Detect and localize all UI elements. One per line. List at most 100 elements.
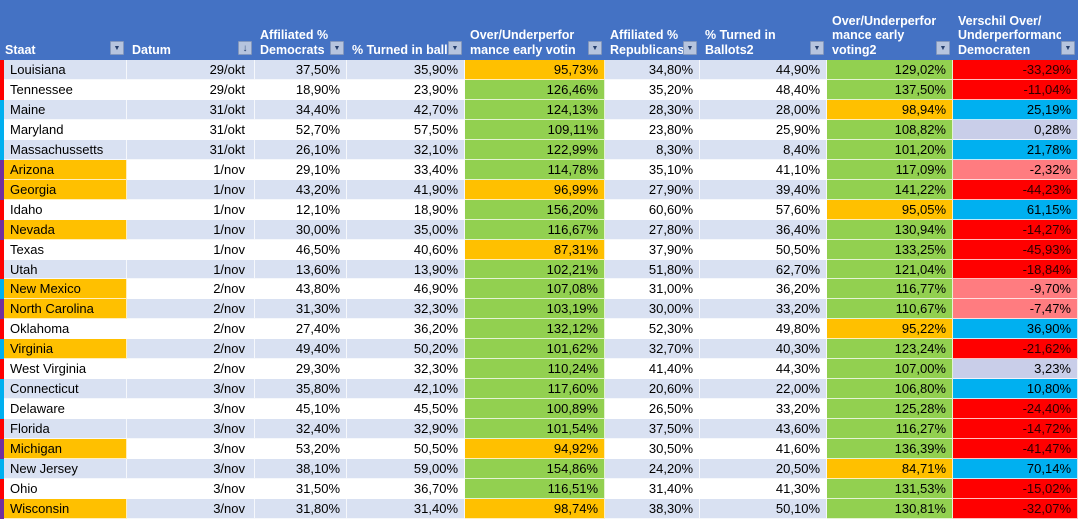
cell-rep-affiliated[interactable]: 27,90% xyxy=(605,179,700,200)
cell-rep-performance[interactable]: 129,02% xyxy=(827,60,953,80)
cell-rep-turned-in[interactable]: 48,40% xyxy=(700,79,827,100)
cell-staat[interactable]: Ohio xyxy=(4,479,127,499)
cell-staat[interactable]: Idaho xyxy=(4,199,127,220)
cell-datum[interactable]: 29/okt xyxy=(127,79,255,100)
column-header-rep-affiliated[interactable]: Affiliated % Republicans ▼ xyxy=(605,0,700,60)
cell-datum[interactable]: 3/nov xyxy=(127,439,255,460)
cell-verschil[interactable]: 36,90% xyxy=(953,319,1078,340)
cell-dem-affiliated[interactable]: 43,20% xyxy=(255,179,347,200)
cell-staat[interactable]: Massachussetts xyxy=(4,139,127,160)
cell-datum[interactable]: 3/nov xyxy=(127,479,255,499)
cell-dem-turned-in[interactable]: 42,10% xyxy=(347,379,465,400)
cell-dem-performance[interactable]: 102,21% xyxy=(465,259,605,280)
cell-datum[interactable]: 31/okt xyxy=(127,139,255,160)
cell-staat[interactable]: West Virginia xyxy=(4,359,127,380)
cell-dem-performance[interactable]: 117,60% xyxy=(465,379,605,400)
cell-staat[interactable]: Utah xyxy=(4,259,127,280)
cell-dem-turned-in[interactable]: 57,50% xyxy=(347,119,465,140)
cell-rep-performance[interactable]: 125,28% xyxy=(827,399,953,420)
filter-dropdown-icon[interactable]: ▼ xyxy=(448,41,462,55)
cell-dem-performance[interactable]: 98,74% xyxy=(465,498,605,519)
cell-dem-performance[interactable]: 87,31% xyxy=(465,239,605,260)
filter-dropdown-icon[interactable]: ▼ xyxy=(936,41,950,55)
cell-dem-turned-in[interactable]: 50,20% xyxy=(347,339,465,360)
cell-rep-turned-in[interactable]: 25,90% xyxy=(700,119,827,140)
cell-dem-turned-in[interactable]: 50,50% xyxy=(347,439,465,460)
cell-dem-affiliated[interactable]: 31,50% xyxy=(255,479,347,499)
column-header-rep-turned-in[interactable]: % Turned in Ballots2 ▼ xyxy=(700,0,827,60)
column-header-dem-turned-in[interactable]: % Turned in ballo ▼ xyxy=(347,0,465,60)
cell-dem-turned-in[interactable]: 36,70% xyxy=(347,479,465,499)
cell-rep-performance[interactable]: 121,04% xyxy=(827,259,953,280)
cell-datum[interactable]: 3/nov xyxy=(127,399,255,420)
cell-staat[interactable]: Louisiana xyxy=(4,60,127,80)
cell-verschil[interactable]: 3,23% xyxy=(953,359,1078,380)
cell-verschil[interactable]: -21,62% xyxy=(953,339,1078,360)
cell-rep-affiliated[interactable]: 52,30% xyxy=(605,319,700,340)
cell-datum[interactable]: 1/nov xyxy=(127,259,255,280)
cell-dem-affiliated[interactable]: 31,80% xyxy=(255,498,347,519)
cell-dem-performance[interactable]: 126,46% xyxy=(465,79,605,100)
cell-rep-turned-in[interactable]: 50,10% xyxy=(700,498,827,519)
cell-dem-affiliated[interactable]: 38,10% xyxy=(255,459,347,480)
cell-staat[interactable]: Tennessee xyxy=(4,79,127,100)
cell-datum[interactable]: 29/okt xyxy=(127,60,255,80)
filter-dropdown-icon[interactable]: ▼ xyxy=(1061,41,1075,55)
cell-dem-affiliated[interactable]: 27,40% xyxy=(255,319,347,340)
cell-staat[interactable]: New Mexico xyxy=(4,279,127,300)
cell-rep-turned-in[interactable]: 57,60% xyxy=(700,199,827,220)
cell-verschil[interactable]: 0,28% xyxy=(953,119,1078,140)
cell-dem-turned-in[interactable]: 35,00% xyxy=(347,219,465,240)
cell-staat[interactable]: Wisconsin xyxy=(4,498,127,519)
cell-dem-performance[interactable]: 114,78% xyxy=(465,159,605,180)
cell-dem-performance[interactable]: 110,24% xyxy=(465,359,605,380)
cell-rep-turned-in[interactable]: 22,00% xyxy=(700,379,827,400)
cell-staat[interactable]: Virginia xyxy=(4,339,127,360)
cell-rep-turned-in[interactable]: 44,90% xyxy=(700,60,827,80)
cell-rep-performance[interactable]: 107,00% xyxy=(827,359,953,380)
cell-dem-performance[interactable]: 154,86% xyxy=(465,459,605,480)
cell-dem-turned-in[interactable]: 32,30% xyxy=(347,359,465,380)
cell-rep-performance[interactable]: 123,24% xyxy=(827,339,953,360)
cell-rep-affiliated[interactable]: 41,40% xyxy=(605,359,700,380)
cell-verschil[interactable]: -14,72% xyxy=(953,419,1078,440)
cell-dem-turned-in[interactable]: 36,20% xyxy=(347,319,465,340)
cell-rep-turned-in[interactable]: 50,50% xyxy=(700,239,827,260)
cell-dem-turned-in[interactable]: 23,90% xyxy=(347,79,465,100)
cell-dem-performance[interactable]: 132,12% xyxy=(465,319,605,340)
cell-dem-performance[interactable]: 95,73% xyxy=(465,60,605,80)
cell-dem-affiliated[interactable]: 52,70% xyxy=(255,119,347,140)
cell-dem-affiliated[interactable]: 30,00% xyxy=(255,219,347,240)
cell-rep-turned-in[interactable]: 44,30% xyxy=(700,359,827,380)
cell-rep-turned-in[interactable]: 41,10% xyxy=(700,159,827,180)
cell-rep-turned-in[interactable]: 33,20% xyxy=(700,299,827,320)
cell-datum[interactable]: 2/nov xyxy=(127,279,255,300)
cell-dem-affiliated[interactable]: 53,20% xyxy=(255,439,347,460)
cell-datum[interactable]: 1/nov xyxy=(127,179,255,200)
cell-rep-turned-in[interactable]: 43,60% xyxy=(700,419,827,440)
cell-rep-performance[interactable]: 98,94% xyxy=(827,99,953,120)
cell-datum[interactable]: 2/nov xyxy=(127,299,255,320)
cell-dem-turned-in[interactable]: 32,10% xyxy=(347,139,465,160)
column-header-rep-performance[interactable]: Over/Underperfor mance early voting2 ▼ xyxy=(827,0,953,60)
cell-rep-performance[interactable]: 84,71% xyxy=(827,459,953,480)
cell-dem-affiliated[interactable]: 31,30% xyxy=(255,299,347,320)
cell-dem-performance[interactable]: 103,19% xyxy=(465,299,605,320)
cell-rep-turned-in[interactable]: 41,60% xyxy=(700,439,827,460)
cell-datum[interactable]: 3/nov xyxy=(127,498,255,519)
cell-dem-performance[interactable]: 107,08% xyxy=(465,279,605,300)
cell-staat[interactable]: Texas xyxy=(4,239,127,260)
cell-rep-performance[interactable]: 106,80% xyxy=(827,379,953,400)
cell-staat[interactable]: Maryland xyxy=(4,119,127,140)
filter-dropdown-icon[interactable]: ▼ xyxy=(588,41,602,55)
cell-datum[interactable]: 31/okt xyxy=(127,99,255,120)
cell-rep-affiliated[interactable]: 20,60% xyxy=(605,379,700,400)
cell-dem-turned-in[interactable]: 59,00% xyxy=(347,459,465,480)
cell-staat[interactable]: Oklahoma xyxy=(4,319,127,340)
cell-dem-performance[interactable]: 116,67% xyxy=(465,219,605,240)
cell-rep-performance[interactable]: 95,05% xyxy=(827,199,953,220)
filter-dropdown-icon[interactable]: ▼ xyxy=(330,41,344,55)
cell-rep-turned-in[interactable]: 62,70% xyxy=(700,259,827,280)
cell-staat[interactable]: Connecticut xyxy=(4,379,127,400)
cell-rep-performance[interactable]: 131,53% xyxy=(827,479,953,499)
